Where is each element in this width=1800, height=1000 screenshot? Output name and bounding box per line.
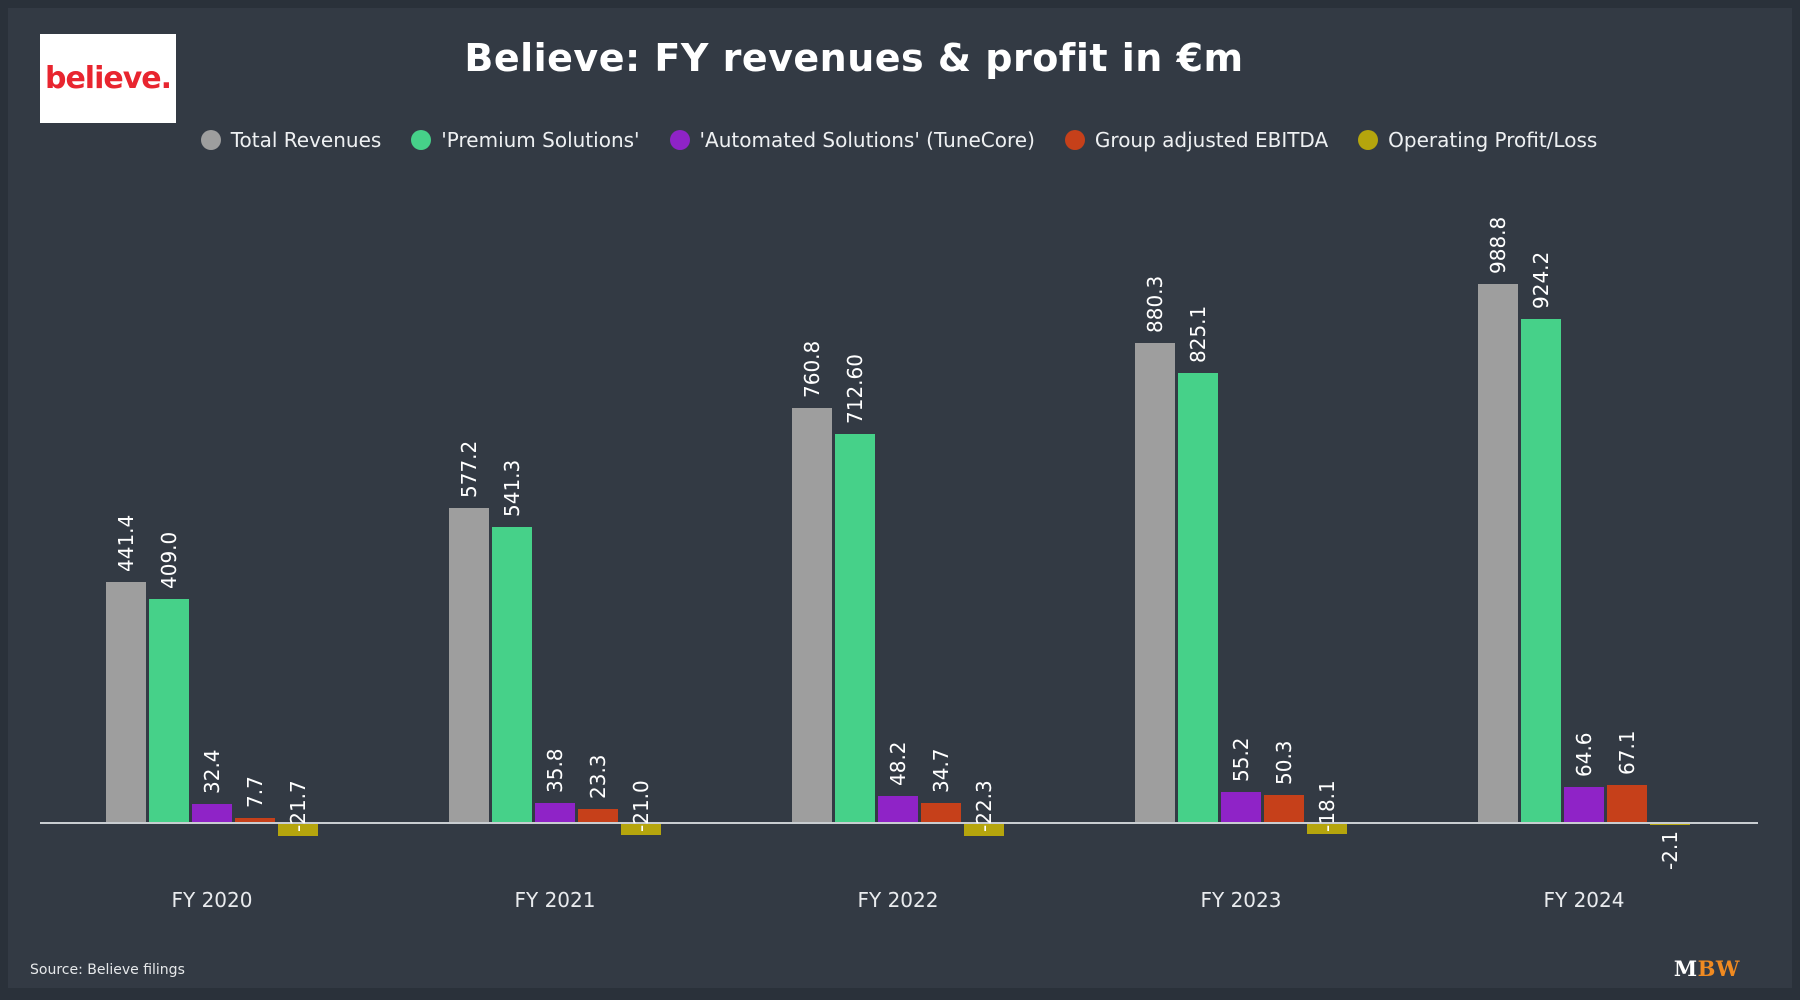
bar-value-label: 50.3	[1272, 740, 1296, 785]
legend-dot-automated-solutions-tunecore	[669, 130, 690, 150]
bar-total-revenues-fy-2022	[792, 408, 832, 822]
bar-value-label: 64.6	[1572, 732, 1596, 777]
bar-total-revenues-fy-2024	[1478, 283, 1518, 822]
bar-group-adjusted-ebitda-fy-2020	[235, 817, 275, 822]
legend-dot-premium-solutions	[411, 130, 432, 150]
bar-operating-profit-loss-fy-2021	[621, 822, 661, 836]
legend-dot-group-adjusted-ebitda	[1064, 130, 1085, 150]
x-tick-label-fy-2021: FY 2021	[514, 888, 596, 912]
believe-logo: believe.	[40, 34, 176, 123]
bar-premium-solutions-fy-2020	[149, 599, 189, 822]
bar-value-label: 712.60	[843, 354, 867, 425]
bar-automated-solutions-tunecore-fy-2022	[878, 795, 918, 822]
plot-area: 441.4 409.0 32.4 7.7 -21.7 FY 2020 577.2 541.3 3…	[8, 8, 1792, 988]
bar-operating-profit-loss-fy-2020	[278, 822, 318, 836]
legend-label: Group adjusted EBITDA	[1094, 128, 1329, 152]
bar-premium-solutions-fy-2021	[492, 527, 532, 822]
chart-legend: Total Revenues 'Premium Solutions' 'Automa…	[40, 122, 1758, 158]
x-tick-label-fy-2023: FY 2023	[1200, 888, 1282, 912]
bar-automated-solutions-tunecore-fy-2021	[535, 802, 575, 822]
bar-value-label: 34.7	[929, 748, 953, 794]
bar-automated-solutions-tunecore-fy-2024	[1564, 786, 1604, 822]
mbw-logo-bw: BW	[1697, 956, 1740, 981]
legend-label: 'Automated Solutions' (TuneCore)	[699, 128, 1035, 152]
bar-operating-profit-loss-fy-2022	[964, 822, 1004, 837]
believe-logo-text: believe.	[44, 61, 172, 96]
bar-value-label: -21.0	[629, 780, 653, 832]
bar-value-label: 577.2	[457, 440, 481, 498]
legend-dot-operating-profit-loss	[1358, 130, 1379, 150]
bar-value-label: -22.3	[972, 780, 996, 832]
bar-automated-solutions-tunecore-fy-2020	[192, 804, 232, 822]
bar-value-label: 32.4	[200, 749, 224, 795]
legend-item-premium-solutions: 'Premium Solutions'	[411, 128, 640, 152]
mbw-logo: MBW	[1674, 956, 1740, 981]
legend-item-operating-profit-loss: Operating Profit/Loss	[1358, 128, 1597, 152]
bar-value-label: 409.0	[157, 532, 181, 590]
x-tick-label-fy-2022: FY 2022	[857, 888, 939, 912]
legend-dot-total-revenues	[200, 130, 221, 150]
bar-value-label: 35.8	[543, 747, 567, 793]
bar-value-label: 55.2	[1229, 737, 1253, 782]
bar-value-label: -21.7	[286, 780, 310, 832]
bar-value-label: 880.3	[1143, 275, 1167, 334]
bar-value-label: 825.1	[1186, 305, 1210, 364]
bar-group-adjusted-ebitda-fy-2024	[1607, 785, 1647, 822]
bar-value-label: 23.3	[586, 754, 610, 800]
bar-total-revenues-fy-2020	[106, 581, 146, 822]
bar-operating-profit-loss-fy-2023	[1307, 822, 1347, 834]
bar-premium-solutions-fy-2022	[835, 434, 875, 822]
chart-canvas: believe. Believe: FY revenues & profit i…	[8, 8, 1792, 988]
legend-label: Total Revenues	[230, 128, 382, 152]
bar-value-label: 541.3	[500, 460, 524, 518]
bar-value-label: 988.8	[1486, 216, 1510, 274]
chart-title: Believe: FY revenues & profit in €m	[464, 36, 1244, 80]
legend-item-automated-solutions-tunecore: 'Automated Solutions' (TuneCore)	[669, 128, 1035, 152]
x-axis-line	[40, 822, 1758, 824]
legend-item-total-revenues: Total Revenues	[200, 128, 382, 152]
mbw-logo-m: M	[1673, 956, 1698, 981]
source-note: Source: Believe filings	[30, 962, 185, 978]
x-tick-label-fy-2020: FY 2020	[171, 888, 253, 912]
bar-value-label: 67.1	[1615, 730, 1639, 776]
bar-value-label: 760.8	[800, 340, 824, 399]
bar-value-label: 7.7	[243, 775, 267, 808]
bar-value-label: -2.1	[1658, 831, 1682, 871]
legend-label: 'Premium Solutions'	[441, 128, 640, 152]
bar-value-label: -18.1	[1315, 780, 1339, 832]
x-tick-label-fy-2024: FY 2024	[1543, 888, 1625, 912]
bar-value-label: 48.2	[886, 741, 910, 786]
bar-group-adjusted-ebitda-fy-2023	[1264, 794, 1304, 822]
bar-total-revenues-fy-2023	[1135, 343, 1175, 822]
bar-premium-solutions-fy-2024	[1521, 319, 1561, 822]
bar-value-label: 924.2	[1529, 251, 1553, 310]
bar-group-adjusted-ebitda-fy-2022	[921, 803, 961, 822]
legend-item-group-adjusted-ebitda: Group adjusted EBITDA	[1064, 128, 1329, 152]
bar-premium-solutions-fy-2023	[1178, 373, 1218, 822]
bar-automated-solutions-tunecore-fy-2023	[1221, 791, 1261, 822]
bar-value-label: 441.4	[114, 514, 138, 572]
legend-label: Operating Profit/Loss	[1388, 128, 1598, 152]
bar-group-adjusted-ebitda-fy-2021	[578, 809, 618, 822]
bar-total-revenues-fy-2021	[449, 507, 489, 822]
